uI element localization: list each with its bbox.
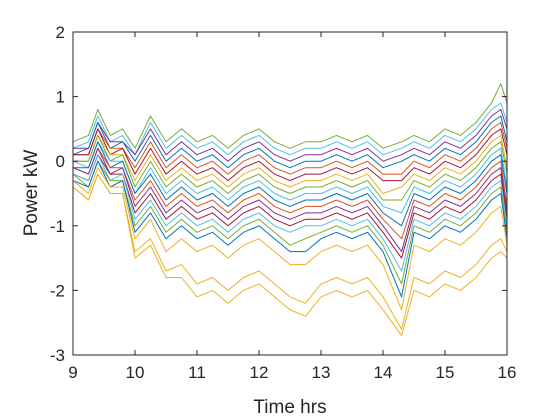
y-tick-label-2: 2: [56, 23, 65, 42]
series-line-16: [72, 160, 508, 298]
series-line-6: [73, 128, 508, 182]
series-line-10: [73, 141, 508, 227]
series-layer: [72, 83, 508, 337]
y-tick-label-1: 1: [56, 88, 65, 107]
x-tick-label-11: 11: [188, 363, 206, 382]
x-tick-label-15: 15: [436, 363, 455, 382]
series-line-3: [73, 109, 508, 162]
series-line-18: [72, 173, 508, 330]
x-tick-label-9: 9: [68, 363, 77, 382]
y-tick-label-0: 0: [56, 152, 65, 171]
series-line-11: [72, 147, 508, 240]
series-line-17: [72, 167, 508, 311]
y-tick-label--2: -2: [50, 281, 65, 300]
x-tick-label-10: 10: [126, 363, 145, 382]
series-line-12: [72, 147, 508, 253]
x-tick-label-13: 13: [312, 363, 331, 382]
series-line-5: [73, 121, 508, 175]
series-line-7: [73, 134, 508, 194]
y-axis-label: Power kW: [21, 150, 42, 237]
x-tick-label-14: 14: [374, 363, 393, 382]
series-line-8: [73, 134, 508, 201]
x-tick-label-16: 16: [498, 363, 517, 382]
x-axis-label: Time hrs: [253, 397, 326, 418]
series-line-19: [72, 173, 508, 337]
x-tick-label-12: 12: [250, 363, 269, 382]
series-line-4: [72, 115, 508, 169]
series-line-14: [72, 154, 508, 272]
series-line-1: [72, 83, 508, 149]
series-line-13: [72, 154, 508, 259]
axes-box: [72, 31, 508, 356]
y-tick-label--1: -1: [50, 217, 65, 236]
y-tick-label--3: -3: [50, 346, 65, 365]
series-line-15: [72, 160, 508, 285]
